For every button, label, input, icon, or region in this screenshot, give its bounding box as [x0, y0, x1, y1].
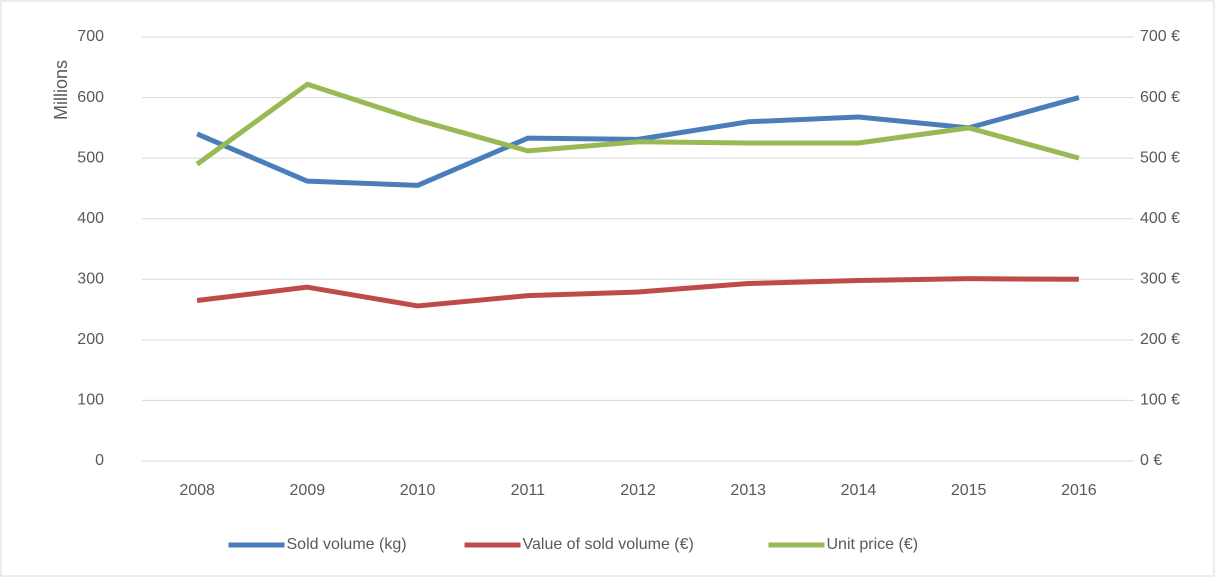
x-tick-label: 2012 — [620, 482, 656, 499]
y-tick-label: 0 — [95, 452, 104, 469]
y-tick-label: 100 — [77, 392, 104, 409]
legend-label: Value of sold volume (€) — [523, 536, 694, 553]
y2-tick-label: 100 € — [1140, 392, 1180, 409]
y-tick-label: 500 — [77, 149, 104, 166]
x-tick-label: 2015 — [951, 482, 987, 499]
line-series — [195, 81, 1080, 167]
line-series — [196, 276, 1079, 309]
x-tick-label: 2010 — [400, 482, 436, 499]
y-tick-label: 700 — [77, 28, 104, 45]
y-tick-label: 200 — [77, 331, 104, 348]
x-tick-label: 2013 — [730, 482, 766, 499]
y-tick-label: 300 — [77, 271, 104, 288]
y-axis-label: Millions — [51, 60, 71, 120]
x-tick-label: 2008 — [179, 482, 215, 499]
y2-tick-label: 400 € — [1140, 210, 1180, 227]
y-tick-label: 600 — [77, 89, 104, 106]
x-tick-label: 2009 — [290, 482, 326, 499]
y2-tick-label: 600 € — [1140, 89, 1180, 106]
legend-label: Unit price (€) — [827, 536, 919, 553]
x-tick-label: 2014 — [841, 482, 877, 499]
y2-tick-label: 500 € — [1140, 149, 1180, 166]
y2-tick-label: 300 € — [1140, 271, 1180, 288]
legend-label: Sold volume (kg) — [287, 536, 407, 553]
y-tick-label: 400 — [77, 210, 104, 227]
y2-tick-label: 700 € — [1140, 28, 1180, 45]
x-tick-label: 2011 — [511, 482, 546, 499]
y2-tick-label: 200 € — [1140, 331, 1180, 348]
y2-tick-label: 0 € — [1140, 452, 1162, 469]
x-tick-label: 2016 — [1061, 482, 1097, 499]
